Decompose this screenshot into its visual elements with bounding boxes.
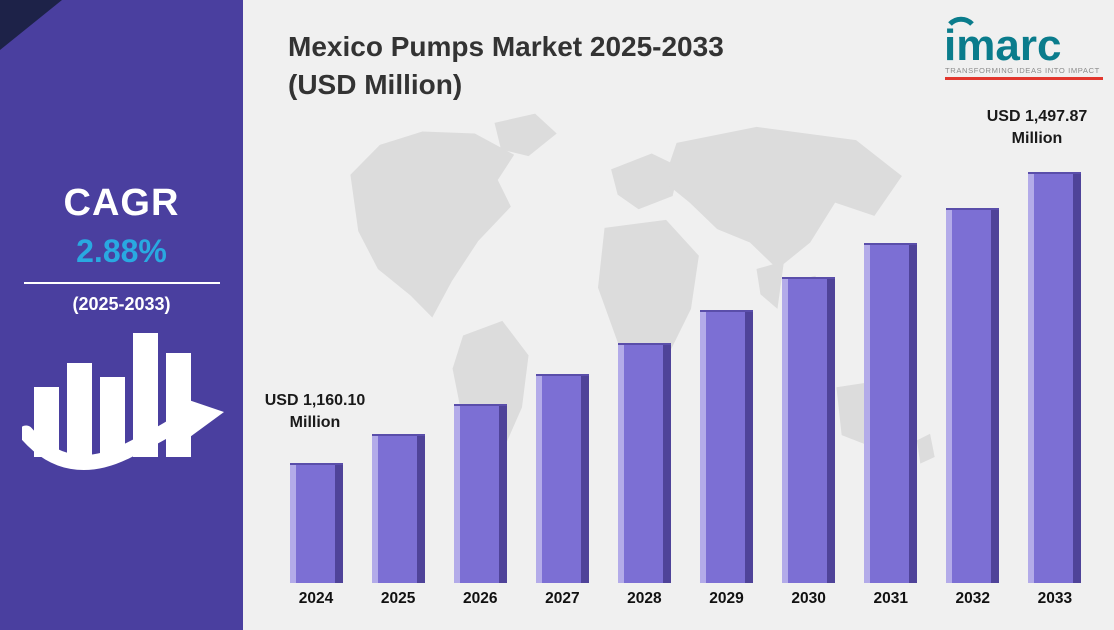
data-label-first-bar: USD 1,160.10 Million <box>249 390 381 433</box>
bar-column-2028: 2028 <box>603 146 685 608</box>
x-axis-label-2024: 2024 <box>298 590 334 607</box>
bar-row: 2024 2025 2026 2027 2028 2029 2030 2031 2032 2033 <box>275 146 1096 608</box>
sidebar: CAGR 2.88% (2025-2033) <box>0 0 243 630</box>
signal-arc-icon <box>948 16 974 26</box>
page-title: Mexico Pumps Market 2025-2033 (USD Milli… <box>288 28 868 104</box>
bar-2030 <box>782 277 836 583</box>
bar-2028 <box>617 343 671 583</box>
x-axis-label-2029: 2029 <box>709 590 744 607</box>
page-title-line2: (USD Million) <box>288 68 463 100</box>
world-map-background <box>350 113 935 475</box>
data-label-last-value: USD 1,497.87 <box>986 108 1088 125</box>
bar-column-2031: 2031 <box>850 146 932 608</box>
x-axis-label-2030: 2030 <box>791 590 826 607</box>
bar-column-2025: 2025 <box>357 146 439 608</box>
x-axis-label-2027: 2027 <box>545 590 580 607</box>
logo-red-underline <box>945 77 1103 80</box>
bar-2024 <box>289 463 343 583</box>
bar-2031 <box>864 243 918 583</box>
logo-wordmark: imarc <box>944 21 1061 70</box>
cagr-period: (2025-2033) <box>72 294 171 314</box>
bar-chart-growth-arrow-icon <box>22 333 224 470</box>
bar-2033 <box>1028 172 1082 583</box>
bar-2025 <box>371 434 425 583</box>
bar-column-2024: 2024 <box>275 146 357 608</box>
page-title-line1: Mexico Pumps Market 2025-2033 <box>288 31 724 62</box>
data-label-first-units: Million <box>289 413 341 431</box>
bar-column-2032: 2032 <box>932 146 1014 608</box>
bar-column-2027: 2027 <box>521 146 603 608</box>
cagr-block: CAGR 2.88% (2025-2033) <box>0 182 243 315</box>
cagr-value: 2.88% <box>76 233 167 269</box>
x-axis-label-2025: 2025 <box>380 590 416 607</box>
x-axis-label-2032: 2032 <box>955 590 991 607</box>
x-axis-label-2026: 2026 <box>462 590 498 607</box>
bar-2032 <box>946 208 1000 583</box>
imarc-logo: imarc TRANSFORMING IDEAS INTO IMPACT <box>944 16 1103 80</box>
data-label-first-value: USD 1,160.10 <box>264 392 366 409</box>
corner-triangle-decoration <box>0 0 62 50</box>
x-axis-label-2028: 2028 <box>627 590 662 607</box>
logo-tagline: TRANSFORMING IDEAS INTO IMPACT <box>945 66 1100 75</box>
chart-area: Mexico Pumps Market 2025-2033 (USD Milli… <box>243 0 1114 630</box>
bar-column-2029: 2029 <box>685 146 767 608</box>
cagr-label: CAGR <box>63 182 180 224</box>
x-axis-label-2033: 2033 <box>1037 590 1073 607</box>
bar-column-2033: 2033 <box>1014 146 1096 608</box>
bar-2027 <box>535 374 589 583</box>
bar-2029 <box>700 310 754 583</box>
bar-2026 <box>453 404 507 583</box>
bar-column-2026: 2026 <box>439 146 521 608</box>
cagr-divider <box>23 282 220 284</box>
data-label-last-units: Million <box>1011 129 1063 147</box>
data-label-last-bar: USD 1,497.87 Million <box>970 106 1104 149</box>
x-axis-label-2031: 2031 <box>873 590 908 607</box>
bar-column-2030: 2030 <box>768 146 850 608</box>
